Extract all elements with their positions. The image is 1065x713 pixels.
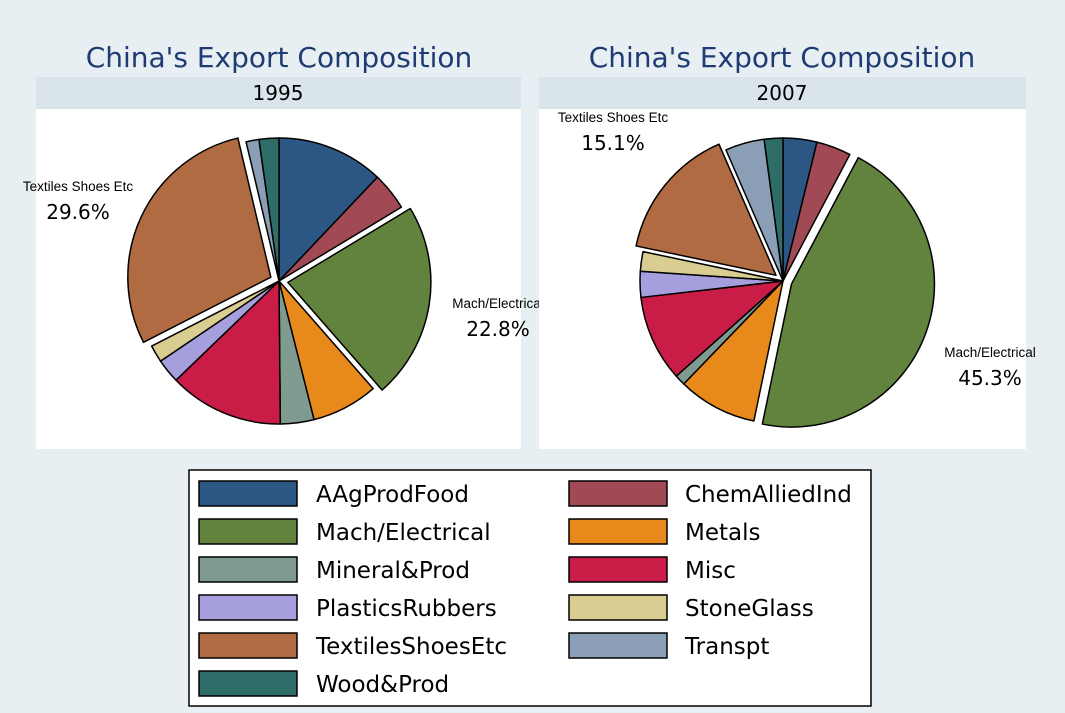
legend-box <box>188 469 872 707</box>
legend-label-transpt: Transpt <box>684 634 769 660</box>
chart-1995-label-mach-name: Mach/Electrical <box>452 296 544 311</box>
chart-1995-slice-wood-prod <box>258 137 280 282</box>
legend-label-mineral-prod: Mineral&Prod <box>316 558 470 584</box>
chart-2007-label-textiles-name: Textiles Shoes Etc <box>558 110 669 125</box>
chart-2007-slice-wood-prod <box>763 137 784 282</box>
chart-2007-label-mach-value: 45.3% <box>958 366 1022 390</box>
legend-swatch-plasticsrubbers <box>198 594 298 621</box>
chart-2007-slice-chemalliedind <box>782 141 851 282</box>
legend-swatch-textilesshoesetc <box>198 632 298 659</box>
chart-2007-slice-mach-electrical <box>761 156 936 428</box>
legend-label-textilesshoesetc: TextilesShoesEtc <box>315 634 507 660</box>
legend-swatch-metals <box>568 518 668 545</box>
legend-swatch-mineral-prod <box>198 556 298 583</box>
chart-2007-label-textiles-value: 15.1% <box>581 131 645 155</box>
chart-2007-pie <box>635 137 936 428</box>
chart-1995-slice-textilesshoesetc <box>127 137 272 344</box>
chart-2007-slice-textilesshoesetc <box>635 143 777 277</box>
chart-1995-label-textiles-name: Textiles Shoes Etc <box>23 179 134 194</box>
chart-1995-slice-chemalliedind <box>278 176 403 282</box>
chart-1995-subtitle: 1995 <box>253 81 304 105</box>
chart-1995-slice-aagprodfood <box>278 137 379 282</box>
chart-1995-slice-mach-electrical <box>287 207 432 391</box>
legend-swatch-misc <box>568 556 668 583</box>
legend-label-plasticsrubbers: PlasticsRubbers <box>316 596 497 622</box>
legend-label-chemalliedind: ChemAlliedInd <box>685 482 852 508</box>
chart-2007-title: China's Export Composition <box>589 41 976 74</box>
chart-1995-label-textiles-value: 29.6% <box>46 200 110 224</box>
chart-2007: China's Export Composition 2007 Textiles… <box>539 41 1036 449</box>
legend-label-aagprodfood: AAgProdFood <box>316 482 469 508</box>
chart-1995-pie <box>127 137 432 425</box>
chart-2007-slice-stoneglass <box>639 250 784 282</box>
chart-2007-slice-metals <box>682 280 784 422</box>
legend-swatch-wood-prod <box>198 670 298 697</box>
legend-swatch-chemalliedind <box>568 480 668 507</box>
legend-label-wood-prod: Wood&Prod <box>316 672 449 698</box>
legend-label-stoneglass: StoneGlass <box>685 596 814 622</box>
legend-label-misc: Misc <box>685 558 736 584</box>
legend-swatch-stoneglass <box>568 594 668 621</box>
chart-2007-subtitle: 2007 <box>757 81 808 105</box>
chart-2007-subtitle-band <box>539 77 1026 109</box>
legend-label-metals: Metals <box>685 520 760 546</box>
chart-2007-slice-misc <box>640 280 784 377</box>
legend-items: AAgProdFood ChemAlliedInd Mach/Electrical M… <box>198 480 852 698</box>
legend-swatch-aagprodfood <box>198 480 298 507</box>
chart-1995-title: China's Export Composition <box>86 41 473 74</box>
chart-1995: China's Export Composition 1995 Textiles… <box>23 41 544 449</box>
legend: AAgProdFood ChemAlliedInd Mach/Electrical M… <box>188 469 872 707</box>
chart-1995-label-mach-value: 22.8% <box>466 317 530 341</box>
chart-1995-subtitle-band <box>36 77 521 109</box>
legend-swatch-mach-electrical <box>198 518 298 545</box>
legend-swatch-transpt <box>568 632 668 659</box>
chart-2007-label-mach-name: Mach/Electrical <box>944 345 1036 360</box>
chart-1995-slice-misc <box>175 280 282 425</box>
chart-1995-slice-stoneglass <box>150 280 280 362</box>
legend-label-mach-electrical: Mach/Electrical <box>316 520 491 546</box>
